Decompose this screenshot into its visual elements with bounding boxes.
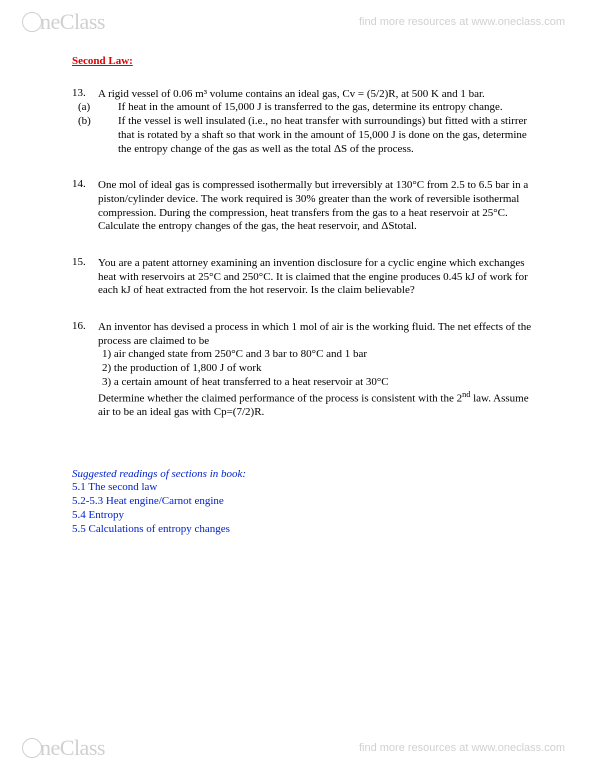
page-content: Second Law: 13. A rigid vessel of 0.06 m… <box>72 55 532 536</box>
problem-16: 16. An inventor has devised a process in… <box>72 320 532 420</box>
sub-label: (a) <box>98 101 118 115</box>
problem-13b: (b)If the vessel is well insulated (i.e.… <box>98 115 532 156</box>
item-text: air changed state from 250°C and 3 bar t… <box>114 348 367 360</box>
problem-16-list: 1) air changed state from 250°C and 3 ba… <box>102 348 532 389</box>
logo: neClass <box>22 735 105 761</box>
list-item: 1) air changed state from 250°C and 3 ba… <box>102 348 532 362</box>
logo-circle-icon <box>22 738 42 758</box>
list-item: 2) the production of 1,800 J of work <box>102 362 532 376</box>
problem-number: 13. <box>72 87 98 101</box>
problem-15: 15. You are a patent attorney examining … <box>72 256 532 298</box>
problem-number: 15. <box>72 256 98 270</box>
logo-text: neClass <box>40 735 105 760</box>
footer-tagline: find more resources at www.oneclass.com <box>359 742 565 754</box>
problem-13a: (a)If heat in the amount of 15,000 J is … <box>98 101 532 115</box>
reading-item: 5.2-5.3 Heat engine/Carnot engine <box>72 495 532 509</box>
problem-intro: An inventor has devised a process in whi… <box>98 321 532 349</box>
list-item: 3) a certain amount of heat transferred … <box>102 376 532 390</box>
problem-13: 13. A rigid vessel of 0.06 m³ volume con… <box>72 87 532 157</box>
problem-14: 14. One mol of ideal gas is compressed i… <box>72 178 532 234</box>
problem-tail: Determine whether the claimed performanc… <box>98 390 532 420</box>
readings-heading: Suggested readings of sections in book: <box>72 468 532 482</box>
problem-text: You are a patent attorney examining an i… <box>98 257 532 298</box>
item-label: 3) <box>102 376 111 388</box>
logo-circle-icon <box>22 12 42 32</box>
problem-intro: A rigid vessel of 0.06 m³ volume contain… <box>98 88 532 102</box>
logo: neClass <box>22 9 105 35</box>
item-label: 2) <box>102 362 111 374</box>
logo-text: neClass <box>40 9 105 34</box>
problem-number: 14. <box>72 178 98 192</box>
item-text: the production of 1,800 J of work <box>114 362 262 374</box>
sub-text: If heat in the amount of 15,000 J is tra… <box>118 101 503 113</box>
header: neClass find more resources at www.onecl… <box>0 6 595 38</box>
sub-label: (b) <box>98 115 118 129</box>
item-label: 1) <box>102 348 111 360</box>
sub-text: If the vessel is well insulated (i.e., n… <box>118 115 527 155</box>
footer: neClass find more resources at www.onecl… <box>0 732 595 764</box>
section-title: Second Law: <box>72 55 532 69</box>
problem-text: One mol of ideal gas is compressed isoth… <box>98 179 532 234</box>
reading-item: 5.5 Calculations of entropy changes <box>72 523 532 537</box>
reading-item: 5.1 The second law <box>72 481 532 495</box>
reading-item: 5.4 Entropy <box>72 509 532 523</box>
problem-number: 16. <box>72 320 98 334</box>
header-tagline: find more resources at www.oneclass.com <box>359 16 565 28</box>
item-text: a certain amount of heat transferred to … <box>114 376 389 388</box>
suggested-readings: Suggested readings of sections in book: … <box>72 468 532 537</box>
